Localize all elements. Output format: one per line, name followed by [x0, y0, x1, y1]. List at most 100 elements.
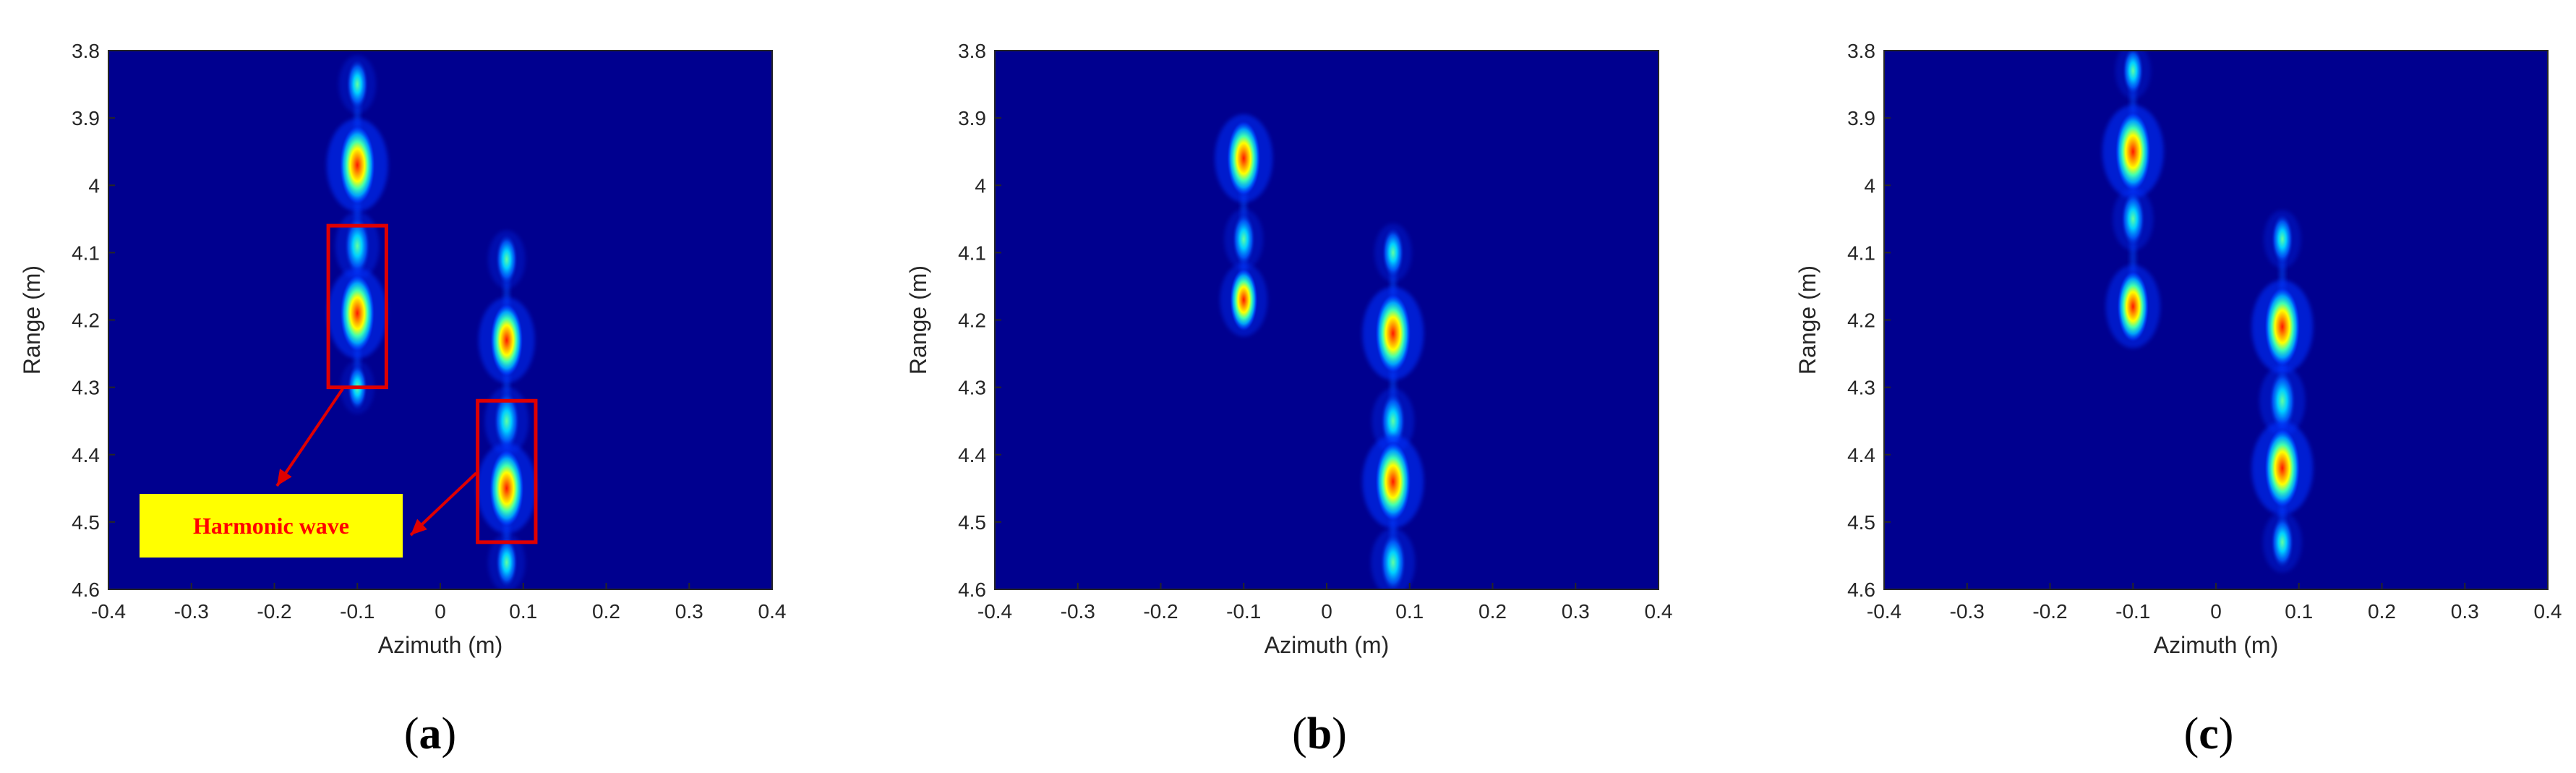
x-tick-label: -0.1: [1226, 600, 1261, 623]
x-tick-label: -0.4: [91, 600, 126, 623]
data-spot: [2269, 370, 2296, 432]
y-axis-label: Range (m): [1794, 265, 1820, 375]
x-tick-label: 0.1: [509, 600, 537, 623]
y-tick-label: 3.8: [958, 40, 986, 62]
data-spot: [1382, 227, 1405, 278]
data-spot: [344, 216, 371, 276]
data-spot: [1374, 441, 1411, 522]
panel-label: (a): [404, 709, 456, 759]
x-tick-label: -0.3: [1950, 600, 1985, 623]
x-tick-label: 0: [435, 600, 446, 623]
y-tick-label: 4.4: [958, 444, 986, 466]
x-tick-label: 0: [1321, 600, 1332, 623]
data-spot: [346, 59, 369, 110]
y-tick-label: 3.8: [72, 40, 100, 62]
x-tick-label: 0.1: [1395, 600, 1424, 623]
x-tick-label: 0.2: [592, 600, 620, 623]
y-tick-label: 4.3: [72, 377, 100, 399]
data-spot: [1379, 532, 1406, 589]
panel-c: -0.4 -0.3 -0.2 -0.1 0 0.1 0.2 0.3 0.4 3.8 3.9 4 4.1 4…: [1794, 40, 2562, 759]
y-tick-label: 4.2: [958, 309, 986, 332]
x-tick-label: 0.4: [2534, 600, 2562, 623]
panel-label: (c): [2184, 709, 2234, 759]
x-axis-label: Azimuth (m): [1265, 632, 1389, 658]
data-spot: [495, 234, 518, 285]
harmonic-annotation: Harmonic wave: [140, 223, 538, 558]
y-tick-label: 4.5: [1847, 511, 1875, 534]
x-tick-label: 0.4: [1645, 600, 1673, 623]
arrow-line: [275, 388, 344, 487]
x-axis-label: Azimuth (m): [2154, 632, 2278, 658]
data-spot: [2264, 427, 2301, 509]
x-axis-label: Azimuth (m): [378, 632, 502, 658]
x-tick-label: -0.3: [1061, 600, 1095, 623]
x-tick-label: 0.3: [1562, 600, 1590, 623]
y-tick-label: 4.3: [1847, 377, 1875, 399]
data-spot: [1374, 293, 1411, 375]
y-tick-label: 4.6: [1847, 578, 1875, 601]
y-tick-label: 4.1: [958, 242, 986, 264]
data-spot: [2264, 286, 2301, 367]
data-spot: [339, 124, 376, 206]
data-spot: [1232, 213, 1256, 266]
data-spot: [493, 391, 520, 451]
arrow-head: [411, 518, 427, 535]
harmonic-box: [476, 398, 538, 544]
data-spot: [2122, 51, 2144, 95]
y-tick-label: 4.6: [958, 578, 986, 601]
panel-a: -0.4 -0.3 -0.2 -0.1 0 0.1 0.2 0.3 0.4 3.8 3.9 4 4.1 4…: [19, 40, 786, 759]
data-spot: [489, 302, 523, 377]
data-spot: [489, 448, 525, 528]
y-tick-label: 3.9: [72, 107, 100, 129]
y-tick-label: 4.2: [1847, 309, 1875, 332]
y-tick-label: 4.4: [72, 444, 100, 466]
data-spot: [1380, 392, 1406, 450]
x-tick-label: -0.1: [2115, 600, 2150, 623]
y-tick-label: 4: [1864, 174, 1875, 197]
x-tick-label: 0.2: [2368, 600, 2396, 623]
x-tick-label: 0.1: [2285, 600, 2313, 623]
data-spot: [2117, 270, 2149, 343]
data-spot: [1229, 268, 1258, 332]
x-tick-label: -0.1: [340, 600, 375, 623]
data-spot: [2271, 213, 2293, 265]
x-tick-label: 0.3: [675, 600, 703, 623]
x-tick-label: 0: [2210, 600, 2222, 623]
y-tick-label: 3.9: [1847, 107, 1875, 129]
panel-b: -0.4 -0.3 -0.2 -0.1 0 0.1 0.2 0.3 0.4 3.8 3.9 4 4.1 4…: [905, 40, 1672, 759]
harmonic-box: [326, 223, 388, 390]
data-spot: [495, 537, 518, 588]
x-tick-label: 0.4: [758, 600, 787, 623]
panel-label: (b): [1292, 709, 1347, 759]
arrow-head: [277, 469, 292, 486]
y-tick-label: 4.1: [1847, 242, 1875, 264]
spots-layer: [2102, 51, 2314, 573]
y-tick-label: 3.9: [958, 107, 986, 129]
x-tick-label: 0.3: [2451, 600, 2479, 623]
plot-background: [995, 51, 1659, 589]
y-tick-label: 4: [975, 174, 986, 197]
x-tick-label: -0.2: [1143, 600, 1178, 623]
y-tick-label: 4.6: [72, 578, 100, 601]
plot-background: [1884, 51, 2548, 589]
x-tick-label: -0.4: [977, 600, 1012, 623]
spots-layer: [1215, 114, 1424, 589]
y-axis-label: Range (m): [19, 265, 45, 375]
y-tick-label: 4.5: [72, 511, 100, 534]
harmonic-label-box: [140, 494, 403, 558]
data-spot: [2115, 111, 2152, 192]
harmonic-label-text: Harmonic wave: [193, 513, 349, 539]
x-tick-label: -0.4: [1867, 600, 1901, 623]
y-tick-label: 4.3: [958, 377, 986, 399]
y-axis-label: Range (m): [905, 265, 931, 375]
y-tick-label: 3.8: [1847, 40, 1875, 62]
y-tick-label: 4.1: [72, 242, 100, 264]
data-spot: [2121, 191, 2145, 247]
spots-layer: [326, 55, 537, 589]
data-spot: [1226, 120, 1261, 197]
data-spot: [2270, 516, 2294, 569]
x-tick-label: 0.2: [1479, 600, 1507, 623]
x-tick-label: -0.2: [2032, 600, 2067, 623]
x-tick-label: -0.2: [257, 600, 291, 623]
